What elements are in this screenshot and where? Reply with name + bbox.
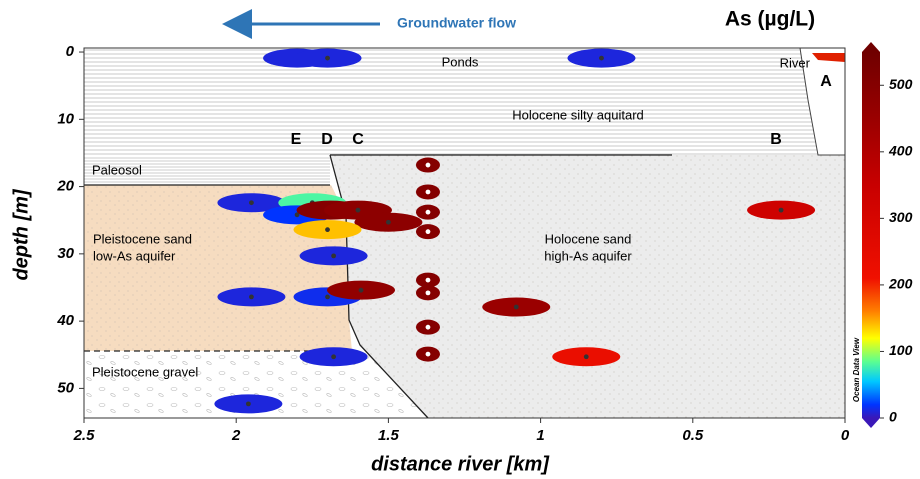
annotation: B	[770, 131, 782, 148]
x-tick-label: 0	[841, 427, 850, 444]
colorbar-tick-label: 300	[889, 209, 913, 225]
sample-center	[331, 354, 336, 359]
sample-center	[325, 295, 330, 300]
x-axis-label: distance river [km]	[371, 453, 550, 475]
sample-center	[599, 56, 604, 61]
annotation: Paleosol	[92, 162, 142, 177]
sample-center	[779, 208, 784, 213]
colorbar-tick-label: 200	[888, 276, 913, 292]
sample-center	[325, 56, 330, 61]
sample-center	[426, 278, 431, 283]
annotation: E	[291, 131, 302, 148]
sample-center	[356, 208, 361, 213]
sample-center	[426, 163, 431, 168]
y-axis-label: depth [m]	[10, 188, 32, 280]
annotation: River	[780, 55, 811, 70]
colorbar-arrow	[862, 42, 880, 52]
colorbar-tick-label: 400	[888, 143, 913, 159]
sample-center	[246, 401, 251, 406]
annotation: Pleistocene sand	[93, 231, 192, 246]
sample-center	[325, 227, 330, 232]
sample-center	[426, 290, 431, 295]
geology	[84, 48, 845, 418]
x-tick-label: 2	[231, 427, 241, 444]
y-tick-label: 50	[57, 379, 74, 396]
y-tick-label: 20	[56, 178, 74, 195]
sample-center	[426, 325, 431, 330]
x-tick-label: 1.5	[378, 427, 400, 444]
annotation: Holocene sand	[545, 231, 632, 246]
colorbar-tick-label: 0	[889, 409, 897, 425]
y-tick-label: 40	[56, 312, 74, 329]
sample-center	[426, 210, 431, 215]
annotation: C	[352, 131, 364, 148]
sample-center	[426, 190, 431, 195]
colorbar-tick-label: 500	[889, 76, 913, 92]
sample-center	[359, 288, 364, 293]
x-tick-label: 0.5	[682, 427, 704, 444]
y-tick-label: 30	[57, 245, 74, 262]
sample-center	[584, 354, 589, 359]
y-tick-label: 0	[66, 43, 75, 60]
holocene-sand-texture	[330, 155, 845, 418]
sample-center	[249, 200, 254, 205]
sample-center	[386, 220, 391, 225]
sample-center	[514, 305, 519, 310]
colorbar	[862, 52, 880, 418]
annotation: D	[321, 131, 333, 148]
sample-center	[426, 352, 431, 357]
colorbar-label: Ocean Data View	[852, 337, 861, 402]
y-tick-label: 10	[57, 110, 74, 127]
sample-center	[331, 253, 336, 258]
chart: Groundwater flow As (µg/L) distance rive…	[0, 0, 920, 479]
x-tick-label: 2.5	[73, 427, 96, 444]
annotation: Ponds	[442, 54, 479, 69]
sample-center	[426, 229, 431, 234]
annotation: high-As aquifer	[544, 248, 632, 263]
annotation: Pleistocene gravel	[92, 364, 198, 379]
subtitle: Groundwater flow	[397, 15, 516, 31]
sample-center	[249, 295, 254, 300]
chart-title: As (µg/L)	[725, 8, 815, 31]
annotation: A	[820, 73, 832, 90]
x-tick-label: 1	[536, 427, 544, 444]
annotation: low-As aquifer	[93, 248, 176, 263]
colorbar-tick-label: 100	[889, 342, 913, 358]
annotation: Holocene silty aquitard	[512, 107, 644, 122]
colorbar-arrow	[862, 418, 880, 428]
